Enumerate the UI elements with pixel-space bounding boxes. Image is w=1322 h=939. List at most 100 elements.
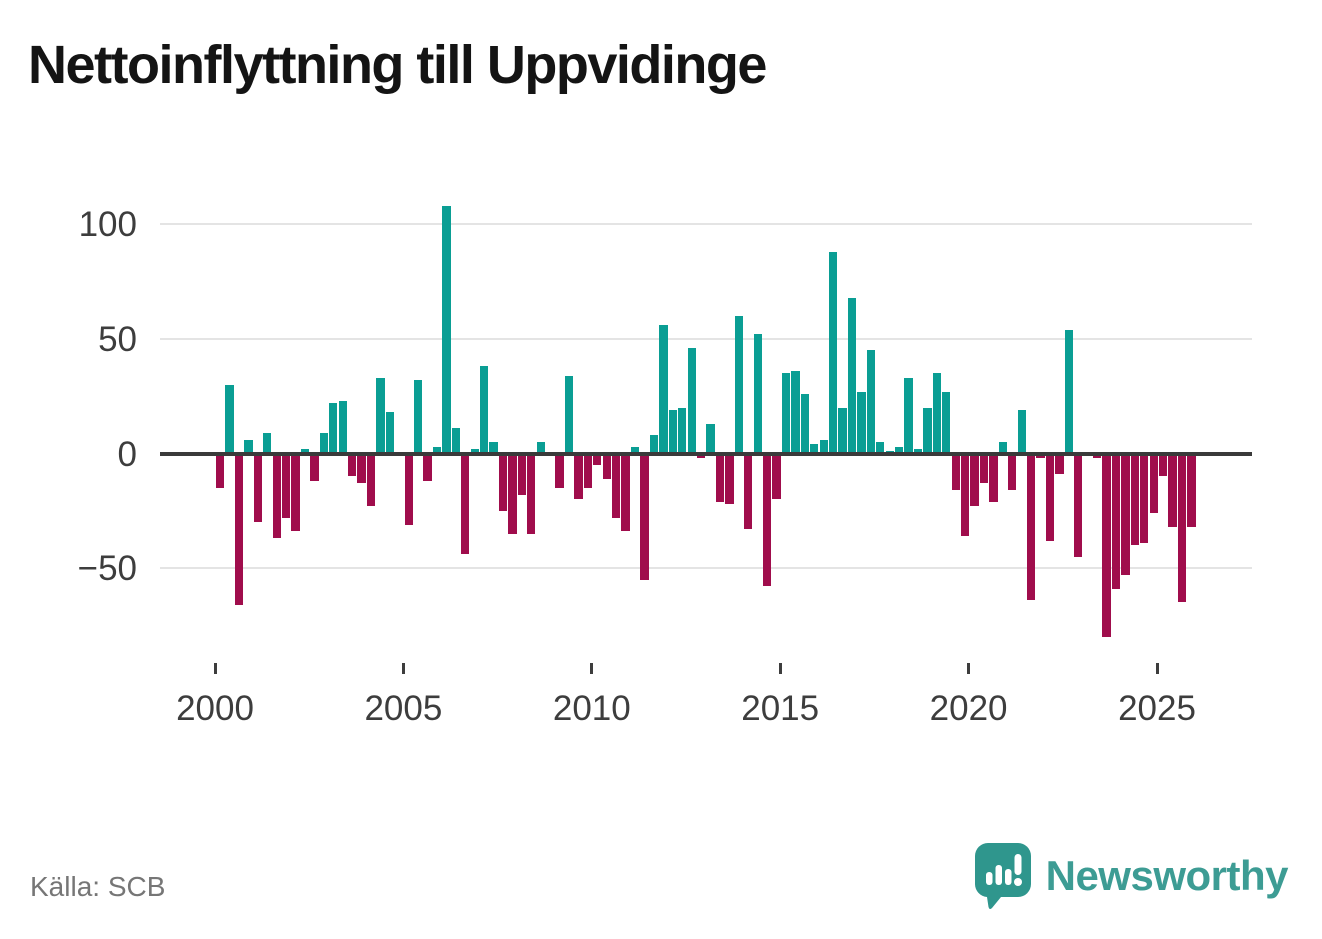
bar: [612, 453, 621, 518]
bar: [442, 205, 451, 454]
bar: [216, 453, 225, 488]
chart-title: Nettoinflyttning till Uppvidinge: [28, 35, 767, 95]
bar: [527, 453, 536, 534]
bar: [970, 453, 979, 507]
bar: [1026, 453, 1036, 601]
x-axis-tick-mark: [1155, 663, 1159, 674]
bar: [1149, 453, 1158, 514]
x-axis-tick-label: 2010: [552, 689, 631, 728]
bar: [913, 448, 923, 454]
bar: [244, 439, 253, 454]
bar: [1159, 453, 1168, 477]
bar: [998, 442, 1007, 454]
bar: [489, 442, 498, 454]
bar: [385, 412, 395, 454]
bar: [593, 453, 602, 465]
bar: [857, 391, 866, 454]
bar: [951, 453, 960, 491]
bar: [1177, 453, 1187, 603]
bar: [668, 409, 677, 454]
bar: [564, 375, 574, 454]
bar: [480, 366, 489, 454]
bar: [1187, 453, 1196, 527]
bar: [423, 453, 432, 481]
bar: [687, 348, 696, 454]
bar: [942, 391, 951, 454]
bar: [461, 453, 470, 555]
bar: [272, 453, 281, 539]
bar: [414, 380, 423, 454]
bar: [291, 453, 300, 532]
bar: [451, 428, 461, 454]
bar: [744, 453, 753, 530]
bar: [678, 407, 687, 454]
bar: [706, 423, 715, 454]
bar: [819, 439, 828, 454]
bar: [536, 442, 545, 454]
bar: [715, 453, 725, 502]
bar: [357, 453, 366, 484]
gridline: [160, 223, 1252, 226]
bar: [517, 453, 527, 495]
bar: [621, 453, 630, 532]
bar: [1055, 453, 1064, 475]
bar: [866, 350, 875, 454]
bar: [1140, 453, 1149, 543]
bar: [979, 453, 989, 484]
bar: [1064, 329, 1073, 454]
bar: [282, 453, 291, 518]
bar: [234, 453, 244, 605]
y-axis-tick-label: 50: [98, 319, 137, 359]
bar: [762, 453, 772, 587]
bar: [432, 446, 442, 454]
bar: [1121, 453, 1130, 575]
bar: [1045, 453, 1055, 541]
bar: [1008, 453, 1017, 491]
bar: [810, 444, 819, 454]
bar: [1102, 453, 1111, 637]
bar: [753, 334, 762, 454]
y-axis-tick-label: −50: [77, 549, 137, 589]
bar: [847, 297, 857, 454]
newsworthy-logo-text: Newsworthy: [1045, 852, 1289, 899]
bar: [876, 442, 885, 454]
x-axis-tick-mark: [590, 663, 594, 674]
bar: [725, 453, 734, 504]
bar: [329, 403, 338, 454]
bar: [640, 453, 649, 580]
gridline: [160, 567, 1252, 570]
bar: [225, 384, 234, 454]
bar: [1168, 453, 1177, 527]
bar: [838, 407, 847, 454]
bar: [253, 453, 263, 523]
y-axis-tick-label: 0: [117, 434, 137, 474]
bar: [1036, 453, 1045, 459]
bar: [1017, 409, 1026, 454]
newsworthy-logo-icon: [974, 843, 1031, 909]
source-caption: Källa: SCB: [30, 871, 166, 902]
x-axis-tick-mark: [401, 663, 405, 674]
x-axis-tick-mark: [778, 663, 782, 674]
bar: [960, 453, 970, 536]
bar: [630, 446, 640, 454]
bar: [348, 453, 357, 477]
bar: [904, 377, 913, 454]
bar: [555, 453, 564, 488]
bar: [659, 325, 668, 454]
x-axis-tick-mark: [213, 663, 217, 674]
bar: [366, 453, 376, 507]
bar: [319, 432, 329, 454]
bar: [772, 453, 781, 500]
bar: [498, 453, 508, 511]
x-axis-tick-label: 2005: [364, 689, 443, 728]
bar: [508, 453, 517, 534]
bar: [923, 407, 932, 454]
bar: [1092, 453, 1102, 459]
bar: [404, 453, 413, 525]
bar: [470, 448, 479, 454]
bar: [828, 251, 838, 454]
bar: [574, 453, 583, 500]
bar: [1074, 453, 1083, 557]
x-axis-tick-label: 2025: [1118, 689, 1196, 728]
